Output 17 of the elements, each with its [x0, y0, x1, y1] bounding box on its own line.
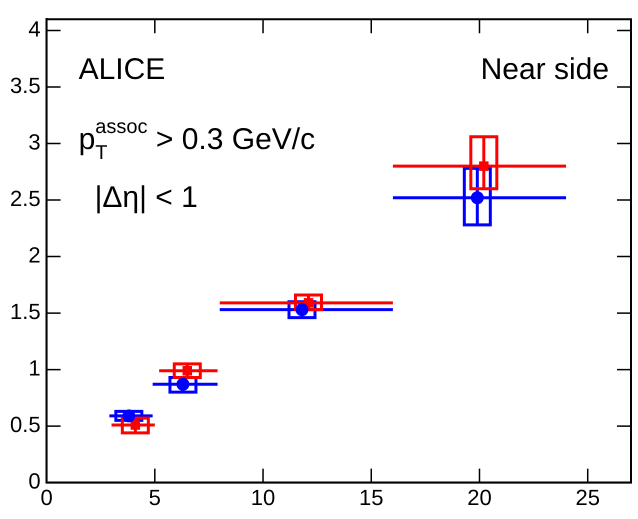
- y-tick-label: 3: [28, 130, 41, 155]
- annotation: ALICE: [78, 53, 166, 86]
- x-tick-label: 20: [467, 484, 492, 510]
- annotation: Near side: [480, 53, 610, 86]
- y-tick-label: 2.5: [10, 186, 41, 212]
- y-tick-label: 2: [28, 242, 41, 268]
- y-tick-label: 4: [28, 16, 41, 42]
- y-tick-label: 3.5: [10, 73, 41, 98]
- y-tick-label: 0: [28, 468, 41, 494]
- y-tick-label: 0.5: [10, 412, 41, 438]
- x-tick-label: 5: [148, 484, 161, 510]
- x-tick-label: 10: [250, 484, 276, 510]
- x-tick-label: 25: [575, 484, 600, 510]
- x-tick-label: 15: [359, 484, 384, 510]
- annotation: |Δη| < 1: [94, 181, 198, 214]
- y-tick-label: 1.5: [10, 299, 41, 324]
- y-tick-label: 1: [28, 356, 41, 381]
